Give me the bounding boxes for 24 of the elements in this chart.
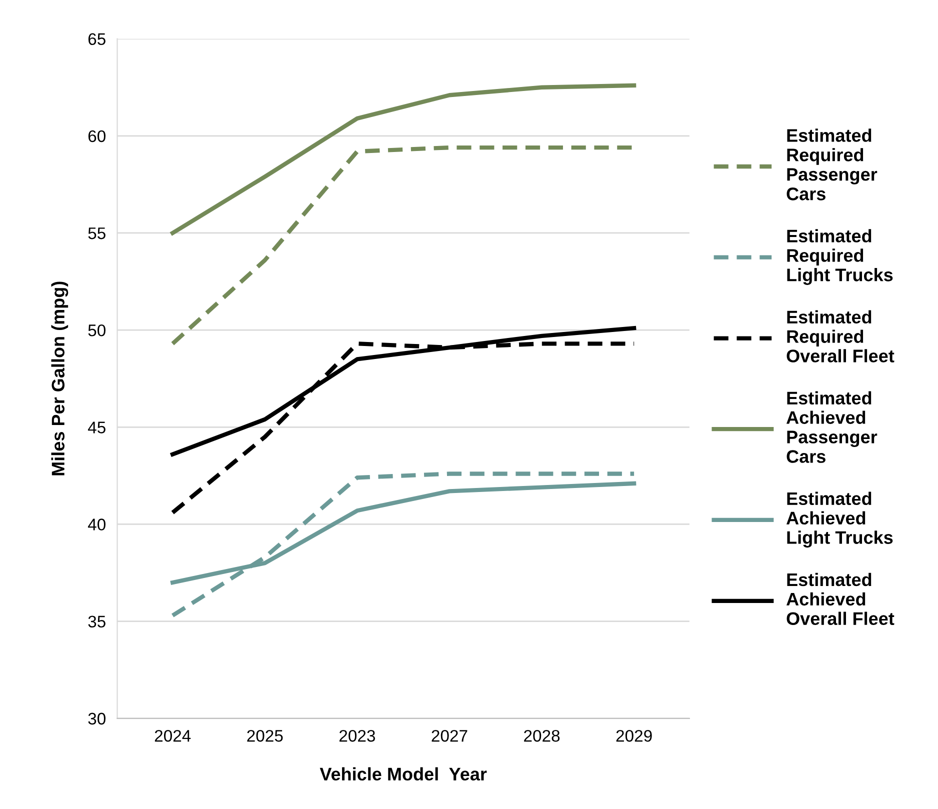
y-tick-label: 30: [88, 712, 106, 725]
y-tick-label: 55: [88, 228, 106, 240]
x-axis-title: Vehicle Model Year: [320, 767, 487, 781]
legend-label: Estimated Achieved Overall Fleet: [786, 572, 894, 626]
y-axis-title: Miles Per Gallon (mpg): [51, 282, 68, 476]
x-tick-label: 2024: [154, 730, 191, 742]
line-series: [170, 83, 636, 236]
x-tick-label: 2027: [432, 730, 468, 742]
y-tick-label: 40: [88, 518, 106, 530]
legend-label: Estimated Required Light Trucks: [787, 229, 893, 285]
legend-label: Estimated Achieved Light Trucks: [786, 492, 893, 548]
legend-label: Estimated Required Passenger Cars: [786, 128, 878, 200]
y-tick-label: 45: [88, 422, 106, 434]
legend-label: Estimated Achieved Passenger Cars: [786, 391, 878, 463]
legend-label: Estimated Required Overall Fleet: [786, 310, 894, 362]
x-tick-label: 2023: [340, 730, 376, 742]
y-tick-label: 50: [88, 324, 106, 336]
y-tick-label: 60: [88, 130, 106, 142]
x-tick-label: 2025: [247, 730, 283, 742]
line-series: [170, 472, 636, 618]
x-tick-label: 2028: [524, 730, 560, 742]
x-tick-label: 2029: [616, 730, 652, 742]
y-tick-label: 35: [88, 616, 106, 628]
y-tick-label: 65: [88, 33, 106, 46]
